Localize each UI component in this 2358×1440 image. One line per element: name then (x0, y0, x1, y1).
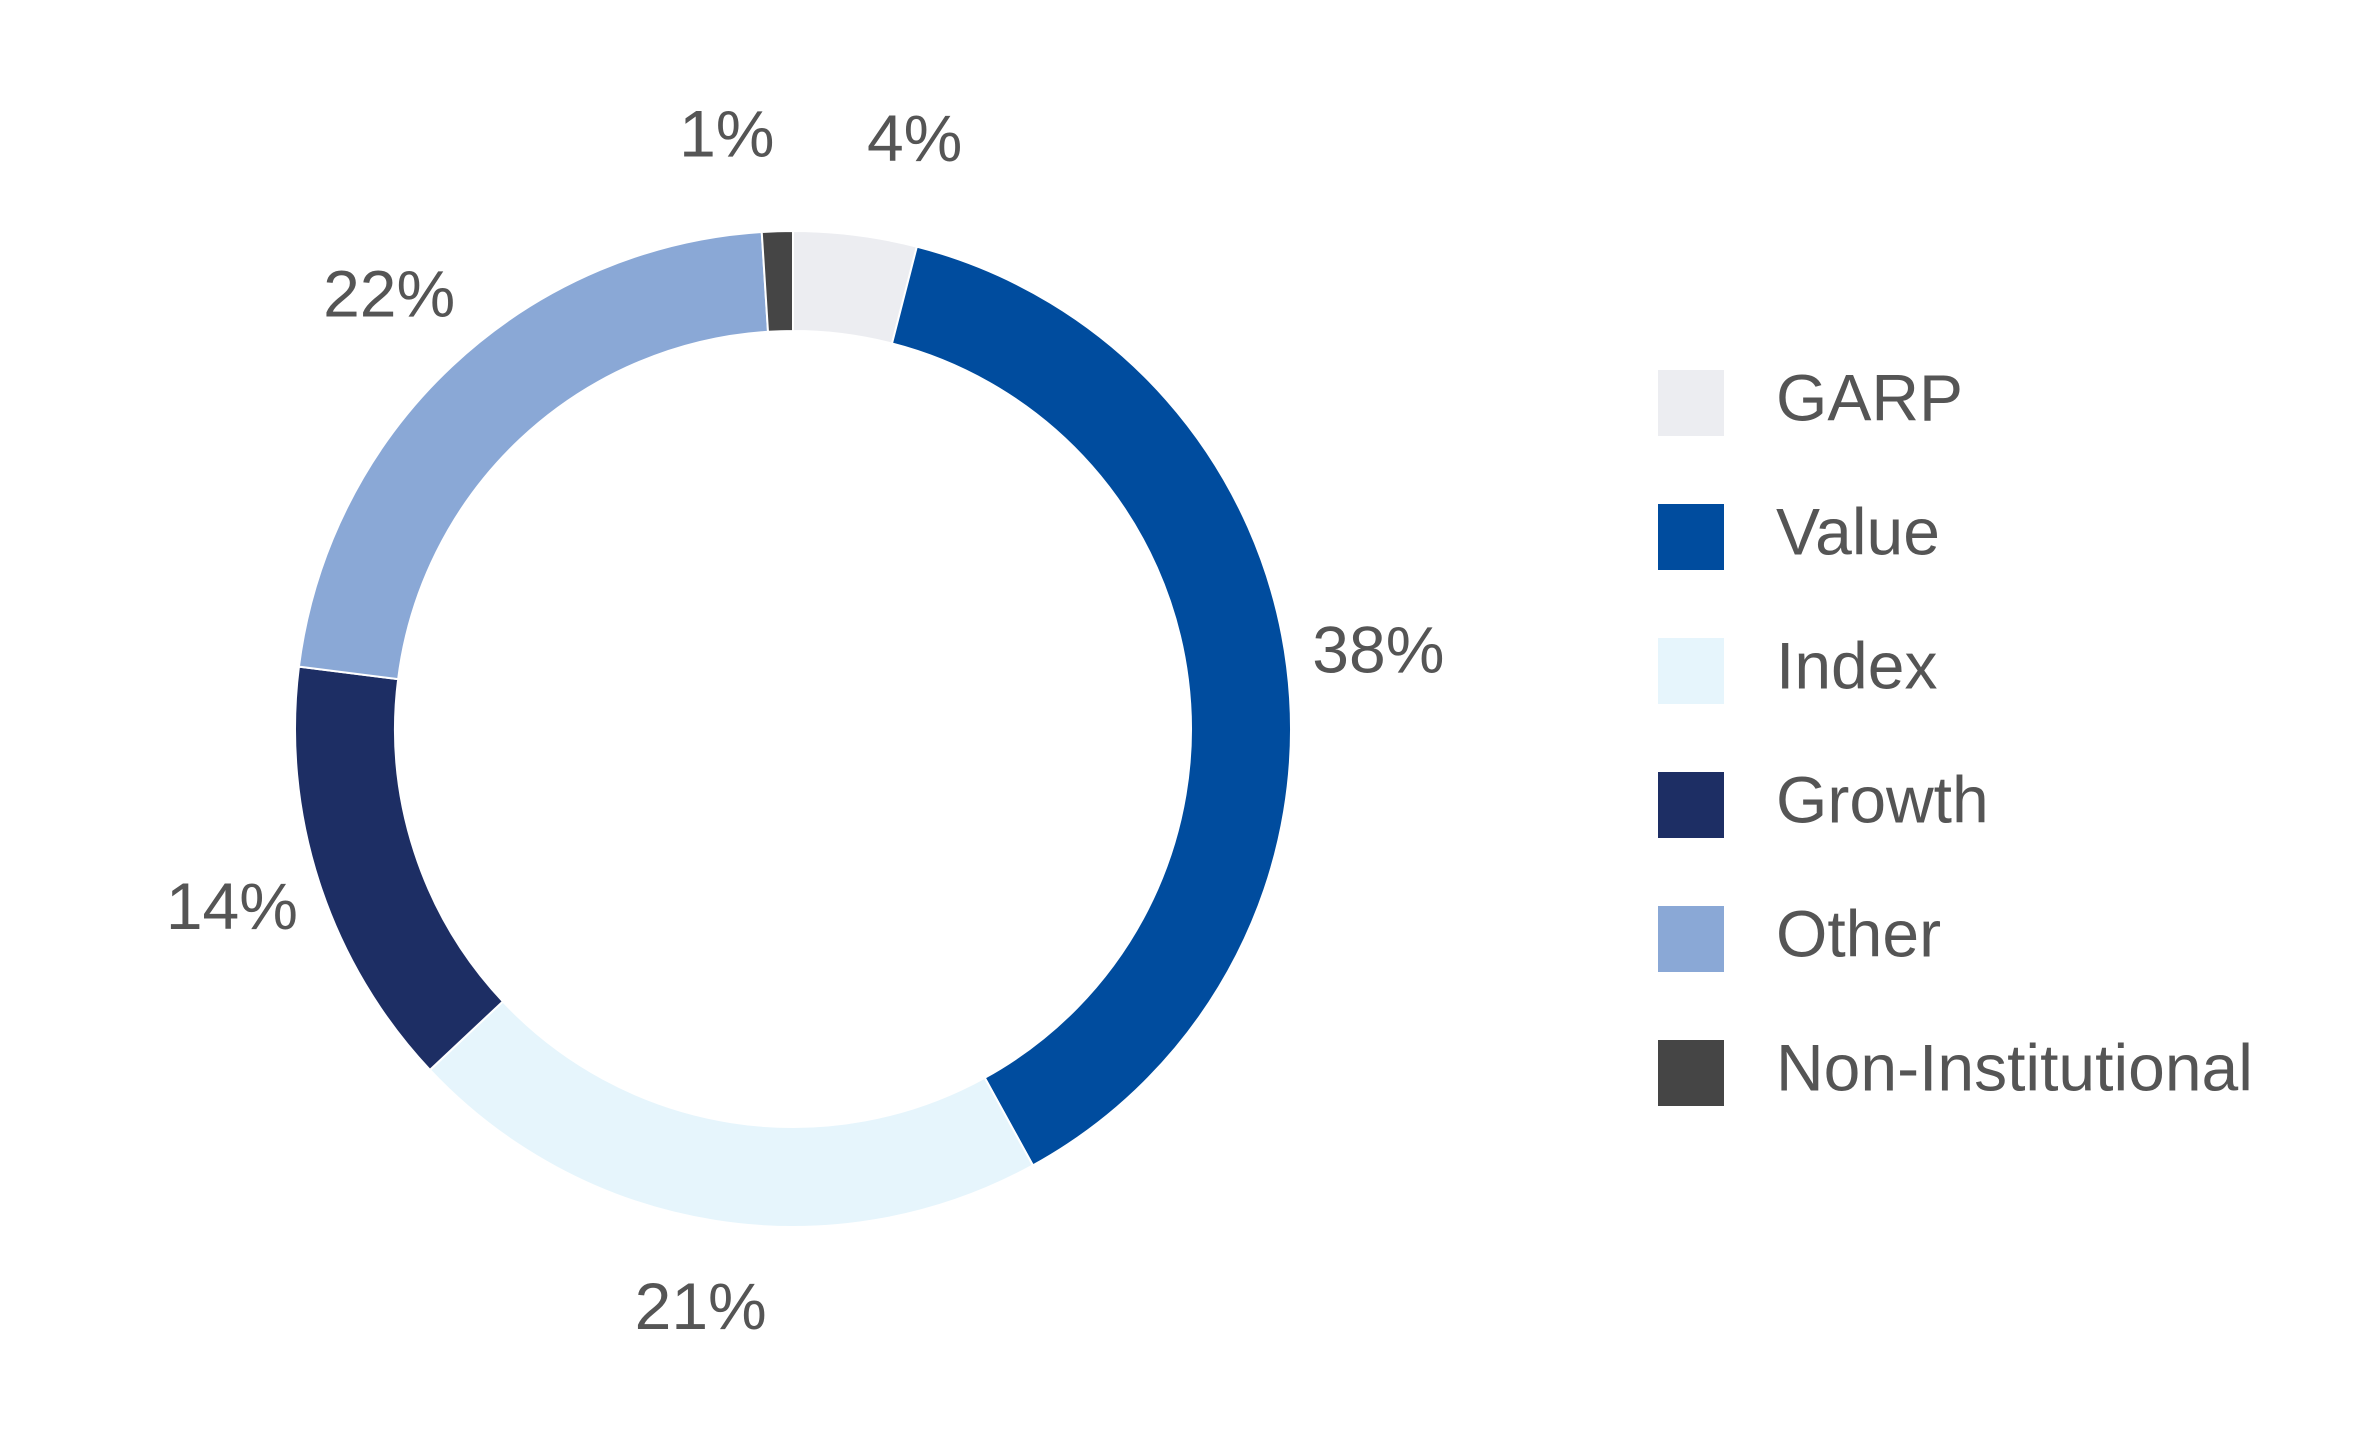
legend-label: Other (1776, 896, 1941, 970)
donut-segment (294, 665, 505, 1072)
donut-segment (428, 1000, 1035, 1228)
legend-label: Growth (1776, 762, 1989, 836)
data-label: 21% (635, 1269, 767, 1343)
data-label: 4% (867, 101, 962, 175)
legend-swatch (1658, 772, 1724, 838)
data-label: 38% (1312, 612, 1444, 686)
donut-segment (760, 229, 794, 333)
donut-segment (890, 245, 1292, 1167)
legend-swatch (1658, 370, 1724, 436)
legend-label: GARP (1776, 360, 1963, 434)
legend-swatch (1658, 1040, 1724, 1106)
data-label: 22% (323, 256, 455, 330)
legend-swatch (1658, 638, 1724, 704)
legend-label: Value (1776, 494, 1940, 568)
data-label: 1% (679, 97, 774, 171)
legend-label: Index (1776, 628, 1937, 702)
legend-swatch (1658, 906, 1724, 972)
legend-label: Non-Institutional (1776, 1030, 2253, 1104)
legend-swatch (1658, 504, 1724, 570)
data-label: 14% (166, 869, 298, 943)
